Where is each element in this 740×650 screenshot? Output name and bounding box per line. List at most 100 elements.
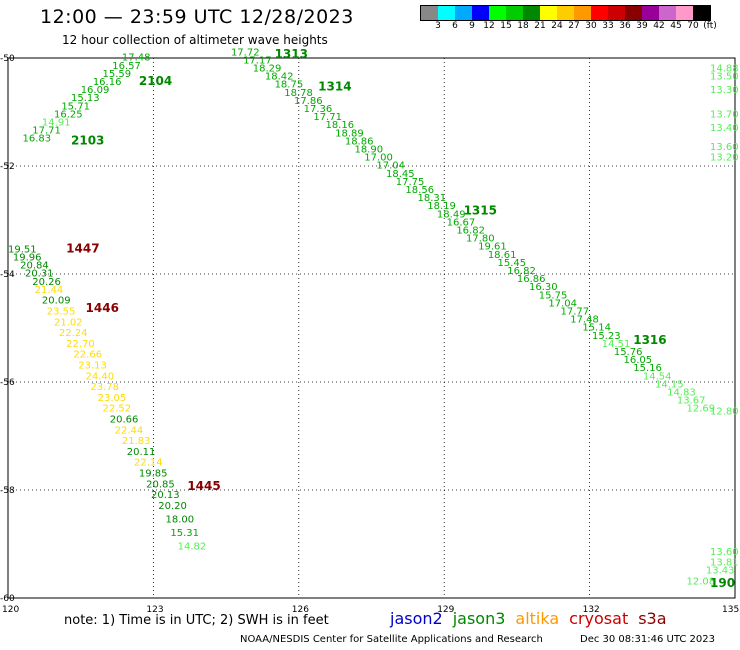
x-tick-label: 123: [146, 605, 163, 615]
legend-swatch: [472, 6, 489, 20]
swh-value: 20.26: [32, 277, 61, 288]
swh-value: 23.55: [47, 307, 76, 318]
swh-value: 17.71: [32, 126, 61, 137]
swh-value: 22.70: [66, 339, 95, 350]
legend-swatch: [523, 6, 540, 20]
swh-value: 16.67: [447, 217, 476, 228]
legend-swatch: [421, 6, 438, 20]
swh-value: 16.57: [112, 61, 141, 72]
swh-value: 18.29: [253, 64, 282, 75]
swh-value: 15.14: [582, 323, 611, 334]
swh-value: 18.89: [335, 128, 364, 139]
swh-value: 20.11: [127, 447, 156, 458]
legend-swatch: [506, 6, 523, 20]
satellite-jason3: jason3: [452, 609, 506, 628]
swh-value: 16.83: [23, 134, 52, 145]
swh-value: 18.56: [405, 185, 434, 196]
swh-value: 14.51: [602, 339, 631, 350]
legend-label: 24: [551, 21, 563, 31]
swh-value: 17.36: [304, 104, 333, 115]
legend-label: 42: [653, 21, 665, 31]
legend-swatch: [693, 6, 710, 20]
tick-labels: 120 123 126 129 132 135 -50 -52 -54 -56 -58 -60: [0, 54, 739, 615]
chart-subtitle: 12 hour collection of altimeter wave hei…: [62, 33, 328, 47]
pass-label: 190: [710, 576, 735, 590]
y-tick-label: -58: [0, 486, 15, 496]
pass-label: 1313: [275, 47, 308, 61]
swh-value: 22.52: [103, 404, 132, 415]
swh-value: 19.85: [139, 469, 168, 480]
swh-value: 15.45: [498, 258, 527, 269]
swh-value: 14.91: [42, 118, 71, 129]
swh-value: 18.78: [284, 88, 313, 99]
swh-value: 18.19: [427, 201, 456, 212]
pass-label: 2103: [71, 133, 104, 147]
x-tick-label: 129: [437, 605, 454, 615]
y-tick-label: -60: [0, 594, 15, 604]
swh-value: 14.82: [178, 541, 207, 552]
swh-value: 18.90: [355, 145, 384, 156]
swh-value: 21.44: [35, 285, 64, 296]
pass-label: 1315: [464, 204, 497, 218]
y-tick-label: -56: [0, 378, 15, 388]
grid-layer: [7, 57, 736, 599]
x-tick-label: 120: [2, 605, 19, 615]
swh-value: 17.77: [561, 307, 590, 318]
satellite-s3a: s3a: [638, 609, 667, 628]
swh-value: 16.16: [93, 77, 122, 88]
chart-title: 12:00 — 23:59 UTC 12/28/2023: [40, 6, 354, 28]
satellite-altika: altika: [515, 609, 560, 628]
pass-label: 2104: [139, 74, 172, 88]
swh-value: 22.66: [73, 350, 102, 361]
swh-value: 18.61: [488, 250, 517, 261]
swh-value: 23.05: [98, 393, 127, 404]
swh-value: 18.75: [275, 80, 304, 91]
swh-value: 17.04: [376, 161, 405, 172]
swh-value: 14.15: [655, 379, 684, 390]
swh-points: 16.8317.7114.9116.2515.7115.1316.0916.16…: [8, 47, 739, 587]
swh-value: 16.82: [456, 226, 485, 237]
pass-label: 1445: [187, 479, 220, 493]
legend-label: 18: [517, 21, 529, 31]
legend-swatch: [438, 6, 455, 20]
swh-value: 12.80: [710, 406, 739, 417]
swh-value: 17.86: [294, 96, 323, 107]
swh-value: 20.85: [146, 479, 175, 490]
legend-label: 36: [619, 21, 631, 31]
legend-label: 12: [483, 21, 495, 31]
color-legend-labels: 3 6 9 12 15 18 21 24 27 30 33 36 39 42 45 70 (ft): [420, 21, 740, 33]
swh-value: 14.88: [710, 64, 739, 75]
footer-credit: NOAA/NESDIS Center for Satellite Applica…: [240, 634, 543, 645]
swh-value: 21.83: [122, 436, 151, 447]
swh-value: 22.44: [115, 425, 144, 436]
swh-value: 20.20: [158, 501, 187, 512]
swh-value: 15.13: [71, 93, 100, 104]
y-tick-label: -50: [0, 54, 15, 64]
legend-label: 9: [469, 21, 475, 31]
swh-value: 16.25: [54, 109, 83, 120]
swh-value: 15.75: [539, 290, 568, 301]
swh-value: 20.13: [151, 490, 180, 501]
swh-value: 18.86: [345, 136, 374, 147]
satellite-jason2: jason2: [390, 609, 443, 628]
legend-label: 15: [500, 21, 512, 31]
swh-value: 23.13: [78, 361, 107, 372]
swh-value: 13.50: [710, 72, 739, 83]
footer-note: note: 1) Time is in UTC; 2) SWH is in fe…: [64, 613, 329, 628]
swh-value: 18.45: [386, 169, 415, 180]
swh-value: 22.14: [134, 458, 163, 469]
footer-timestamp: Dec 30 08:31:46 UTC 2023: [580, 634, 715, 645]
x-tick-label: 135: [722, 605, 739, 615]
legend-swatch: [557, 6, 574, 20]
swh-value: 20.84: [20, 261, 49, 272]
swh-value: 18.42: [265, 72, 294, 83]
legend-label: 21: [534, 21, 546, 31]
legend-swatch: [642, 6, 659, 20]
swh-value: 13.60: [710, 547, 739, 558]
legend-swatch: [608, 6, 625, 20]
swh-value: 14.83: [667, 388, 696, 399]
swh-value: 17.72: [231, 47, 260, 58]
y-tick-label: -52: [0, 162, 15, 172]
pass-label: 1314: [318, 79, 351, 93]
legend-swatch: [676, 6, 693, 20]
